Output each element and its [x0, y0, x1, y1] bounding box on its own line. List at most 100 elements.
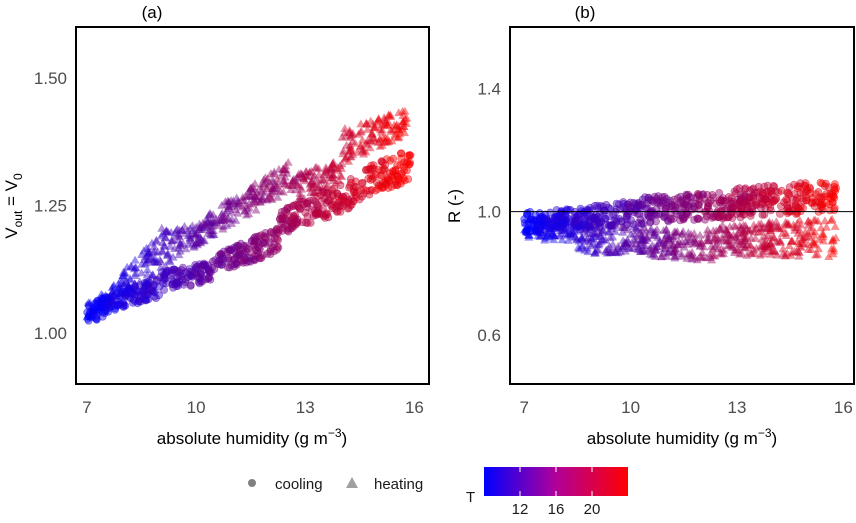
data-point-cooling — [119, 303, 128, 311]
data-point-heating — [356, 141, 366, 150]
data-point-cooling — [367, 171, 376, 180]
data-point-cooling — [178, 263, 187, 272]
data-point-heating — [398, 117, 408, 126]
data-point-heating — [306, 183, 316, 191]
data-point-cooling — [358, 179, 367, 188]
data-point-heating — [386, 125, 396, 134]
data-point-cooling — [272, 224, 281, 233]
data-point-heating — [207, 217, 217, 226]
data-point-heating — [377, 125, 387, 134]
data-point-heating — [316, 175, 326, 184]
data-point-heating — [327, 164, 337, 173]
data-point-heating — [345, 125, 355, 134]
data-point-heating — [270, 184, 280, 193]
data-point-heating — [312, 163, 322, 171]
data-point-cooling — [757, 204, 765, 212]
data-point-heating — [192, 229, 202, 238]
data-point-cooling — [239, 258, 248, 267]
data-point-cooling — [160, 286, 168, 294]
data-point-heating — [267, 183, 277, 192]
data-point-cooling — [702, 212, 711, 221]
data-point-cooling — [808, 194, 817, 202]
data-point-heating — [249, 196, 259, 205]
data-point-heating — [342, 140, 352, 149]
data-point-heating — [191, 229, 201, 238]
data-point-heating — [280, 172, 290, 181]
data-point-cooling — [92, 311, 101, 320]
data-point-heating — [208, 230, 218, 238]
data-point-heating — [269, 177, 279, 185]
data-point-heating — [272, 174, 282, 183]
data-point-heating — [199, 236, 209, 244]
data-point-heating — [279, 176, 289, 185]
data-point-heating — [211, 217, 221, 226]
data-point-heating — [179, 229, 189, 237]
data-point-heating — [191, 222, 201, 231]
data-point-cooling — [523, 208, 532, 217]
data-point-heating — [114, 283, 123, 292]
data-point-cooling — [250, 240, 259, 249]
data-point-heating — [224, 197, 234, 206]
data-point-heating — [395, 129, 405, 138]
data-point-cooling — [299, 200, 308, 209]
data-point-heating — [328, 170, 338, 179]
data-point-heating — [342, 152, 351, 161]
data-point-cooling — [389, 154, 398, 163]
data-point-heating — [259, 179, 269, 188]
data-point-heating — [379, 113, 389, 122]
data-point-heating — [375, 134, 385, 143]
data-point-heating — [142, 265, 152, 274]
data-point-heating — [346, 146, 356, 155]
data-point-cooling — [266, 228, 275, 236]
data-point-heating — [223, 204, 233, 212]
data-point-heating — [140, 259, 150, 268]
data-point-heating — [153, 247, 163, 256]
data-point-cooling — [86, 312, 94, 321]
data-point-heating — [216, 216, 226, 225]
data-point-heating — [211, 214, 221, 223]
data-point-heating — [328, 171, 338, 179]
data-point-heating — [400, 128, 410, 137]
data-point-heating — [328, 173, 338, 182]
data-point-heating — [175, 240, 185, 249]
data-point-heating — [222, 206, 232, 215]
data-point-cooling — [126, 289, 135, 298]
data-point-heating — [178, 239, 188, 247]
data-point-heating — [194, 223, 204, 231]
data-point-heating — [114, 283, 124, 292]
data-point-cooling — [366, 186, 374, 195]
data-point-heating — [208, 210, 218, 219]
data-point-cooling — [369, 172, 378, 181]
data-point-heating — [204, 216, 214, 225]
data-point-heating — [314, 182, 324, 191]
data-point-heating — [155, 255, 165, 264]
colorbar-tick-label: 20 — [584, 501, 601, 518]
data-point-heating — [118, 271, 128, 280]
data-point-heating — [116, 279, 126, 288]
data-point-heating — [283, 158, 293, 166]
data-point-cooling — [703, 203, 712, 211]
data-point-cooling — [723, 213, 732, 222]
data-point-heating — [250, 179, 260, 187]
data-point-heating — [188, 226, 198, 234]
data-point-heating — [326, 164, 336, 173]
panel-b-x-label-text: absolute humidity (g m — [587, 429, 758, 448]
data-point-heating — [295, 188, 305, 197]
data-point-heating — [223, 196, 233, 205]
data-point-heating — [176, 241, 186, 249]
x-tick-label: 7 — [519, 398, 528, 417]
data-point-cooling — [737, 194, 746, 203]
data-point-cooling — [232, 259, 241, 267]
data-point-heating — [194, 231, 204, 240]
data-point-heating — [173, 224, 183, 233]
data-point-heating — [189, 229, 199, 237]
data-point-heating — [400, 114, 410, 123]
data-point-heating — [156, 231, 166, 240]
data-point-heating — [368, 119, 378, 128]
data-point-cooling — [249, 241, 258, 250]
data-point-heating — [188, 238, 198, 247]
data-point-heating — [340, 128, 350, 137]
data-point-heating — [139, 246, 149, 255]
data-point-heating — [362, 118, 371, 127]
